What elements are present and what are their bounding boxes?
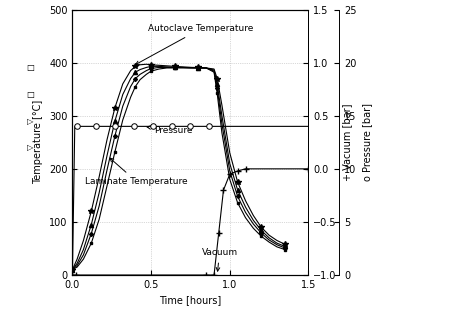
Text: □: □ — [26, 63, 34, 72]
Text: Laminate Temperature: Laminate Temperature — [85, 158, 188, 186]
X-axis label: Time [hours]: Time [hours] — [159, 295, 221, 305]
Y-axis label: Temperature [°C]: Temperature [°C] — [33, 100, 43, 184]
Text: Pressure: Pressure — [147, 126, 193, 135]
Y-axis label: + Vacuum [bar]: + Vacuum [bar] — [342, 104, 352, 181]
Text: □: □ — [26, 90, 34, 99]
Text: Autoclave Temperature: Autoclave Temperature — [136, 25, 253, 64]
Text: ▷: ▷ — [27, 117, 33, 126]
Text: ▷: ▷ — [27, 143, 33, 152]
Text: Vacuum: Vacuum — [202, 248, 238, 271]
Y-axis label: o Pressure [bar]: o Pressure [bar] — [362, 103, 372, 181]
